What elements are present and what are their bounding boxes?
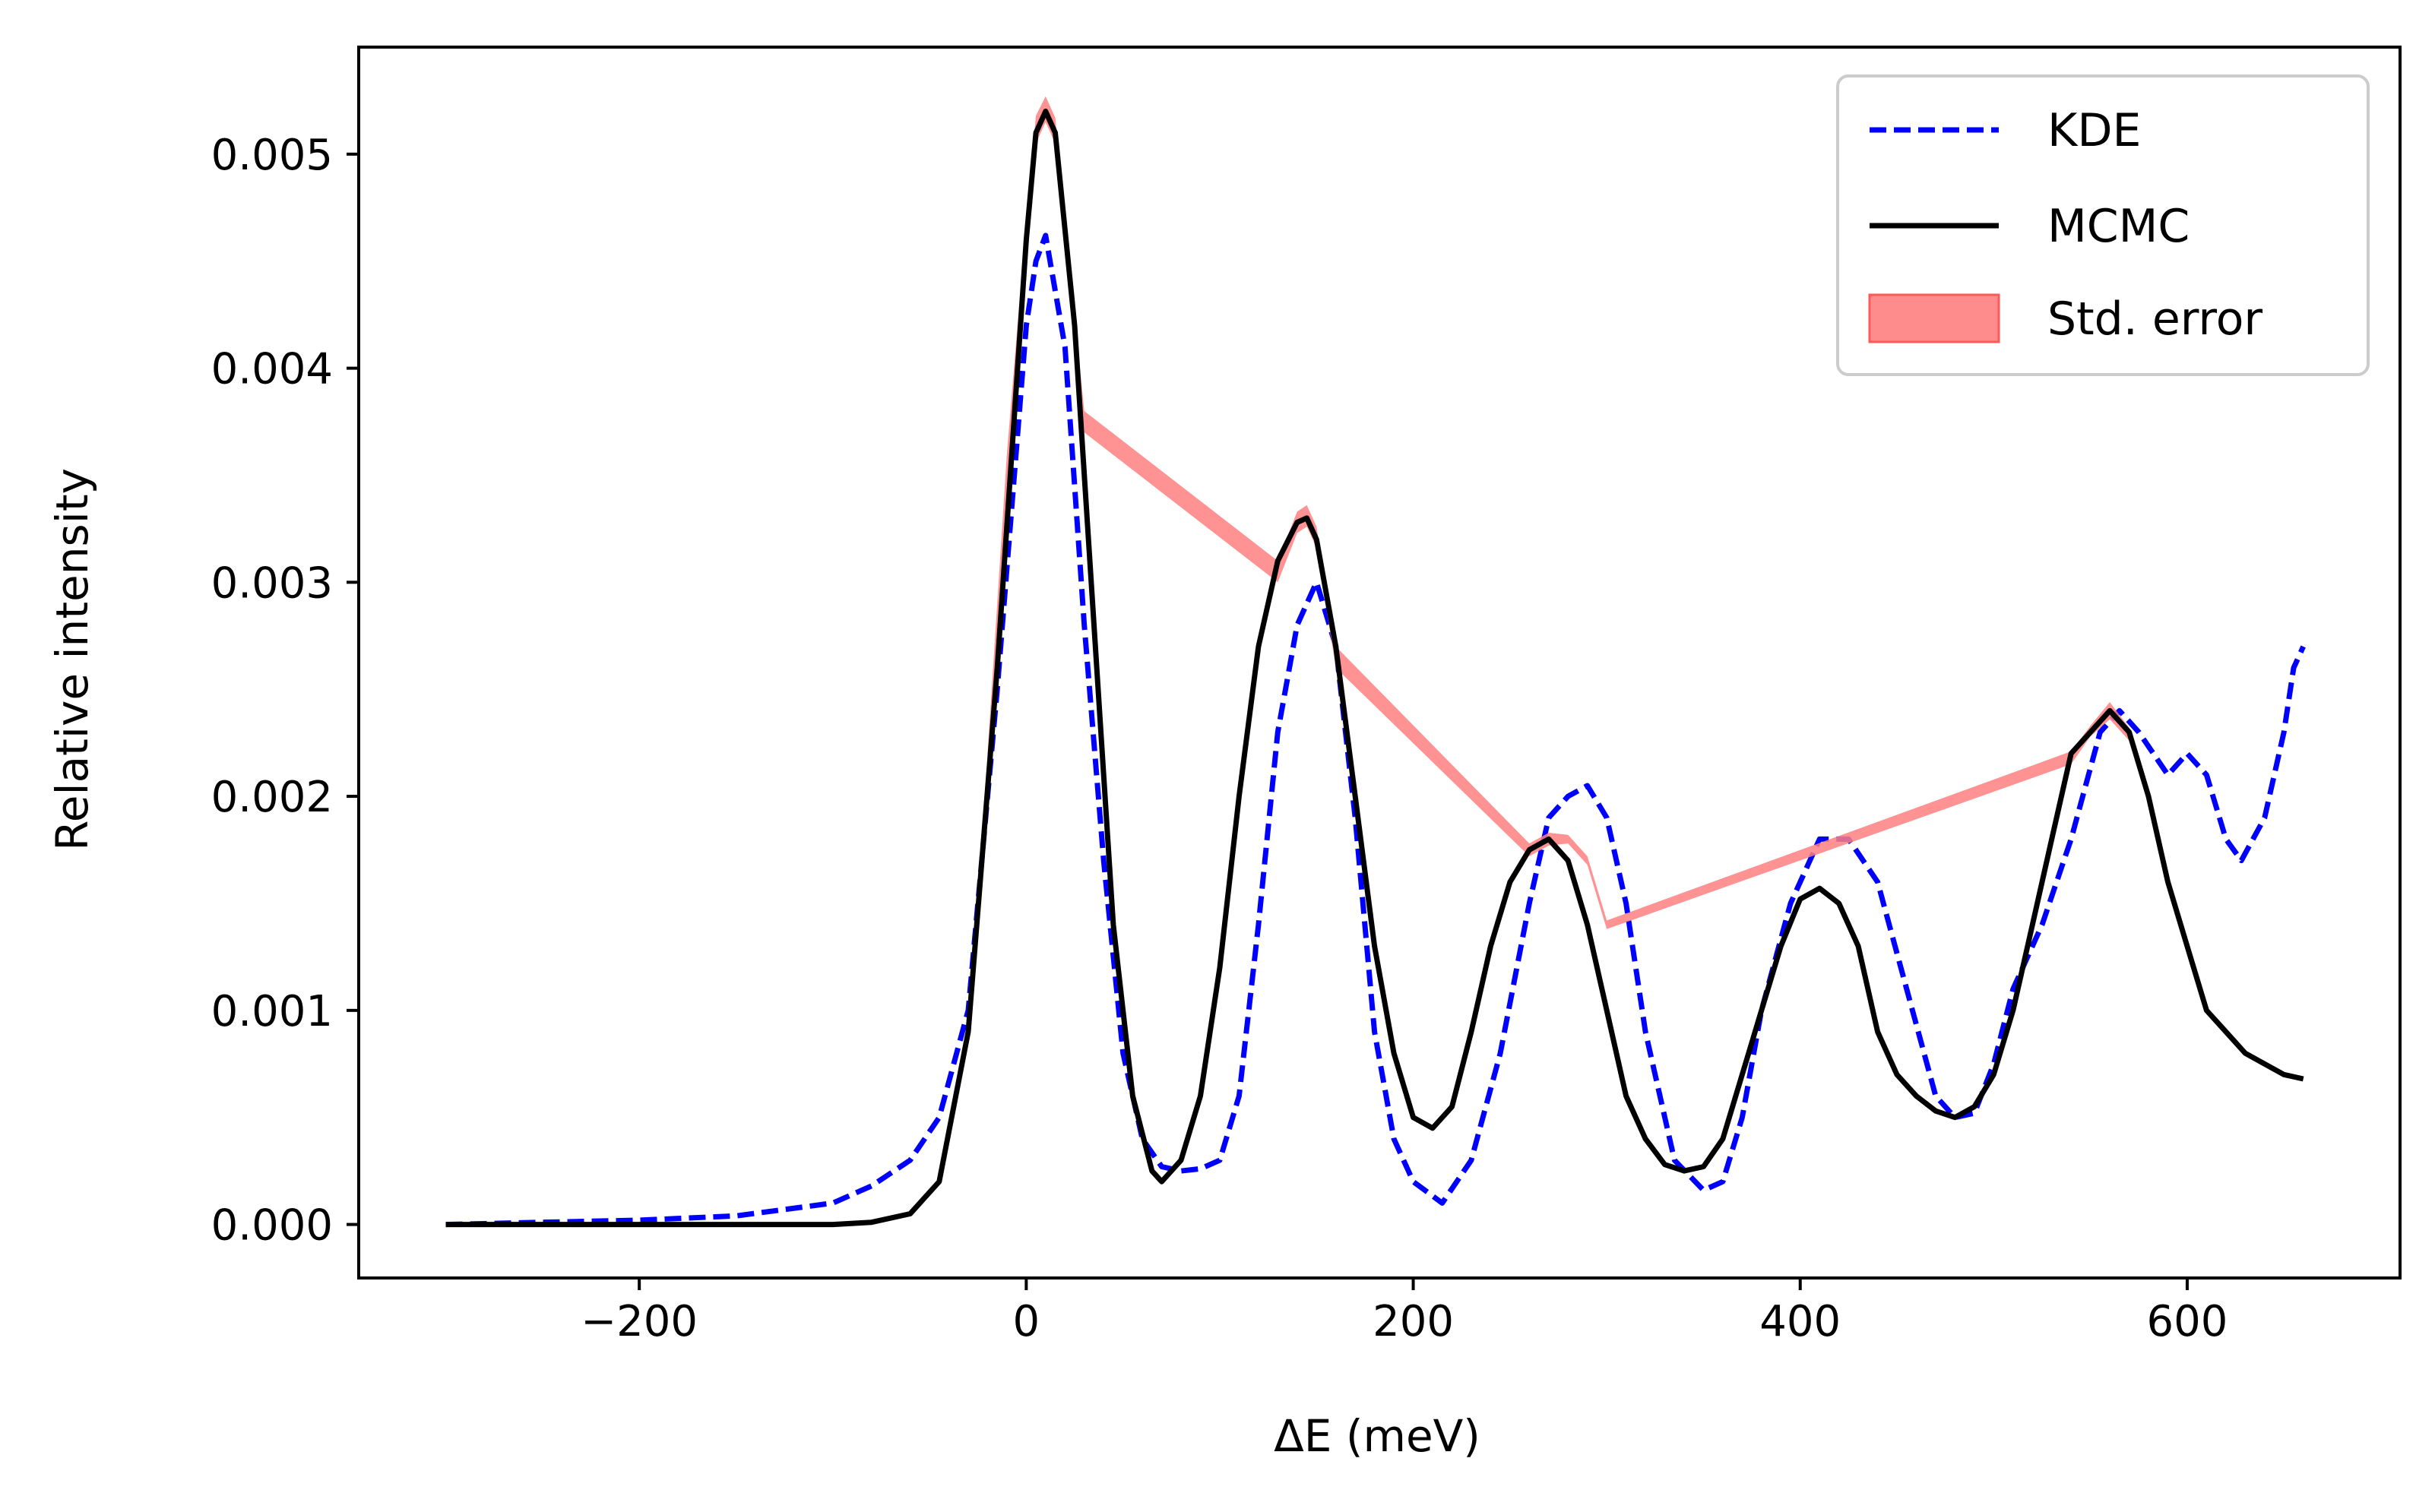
axes-frame: [357, 46, 2402, 1280]
axes: −200 0 200 400 600 0.000 0.001 0.002 0.003 0.004 0…: [211, 46, 2402, 1346]
y-tick-label: 0.002: [211, 773, 333, 822]
y-tick-label: 0.000: [211, 1201, 333, 1251]
y-tick-label: 0.005: [211, 131, 333, 180]
x-tick-label: 400: [1759, 1297, 1841, 1346]
y-tick-label: 0.004: [211, 345, 333, 394]
legend: KDE MCMC Std. error: [1836, 74, 2370, 376]
series-kde-line: [445, 232, 2306, 1228]
x-tick-label: 200: [1373, 1297, 1454, 1346]
plot-area: [445, 96, 2306, 1228]
x-tick-label: 600: [2146, 1297, 2228, 1346]
legend-stderr-swatch: [1868, 293, 2000, 343]
y-tick-label: 0.003: [211, 558, 333, 608]
x-tick-label: 0: [1013, 1297, 1040, 1346]
x-tick-label: −200: [581, 1297, 698, 1346]
y-axis-label: Relative intensity: [46, 468, 98, 851]
series-mcmc-line: [445, 109, 2304, 1228]
y-tick-label: 0.001: [211, 987, 333, 1036]
x-axis-label: ΔE (meV): [1274, 1410, 1480, 1462]
legend-stderr-label: Std. error: [2047, 293, 2262, 346]
legend-kde-label: KDE: [2047, 104, 2141, 157]
legend-mcmc-label: MCMC: [2047, 200, 2190, 253]
